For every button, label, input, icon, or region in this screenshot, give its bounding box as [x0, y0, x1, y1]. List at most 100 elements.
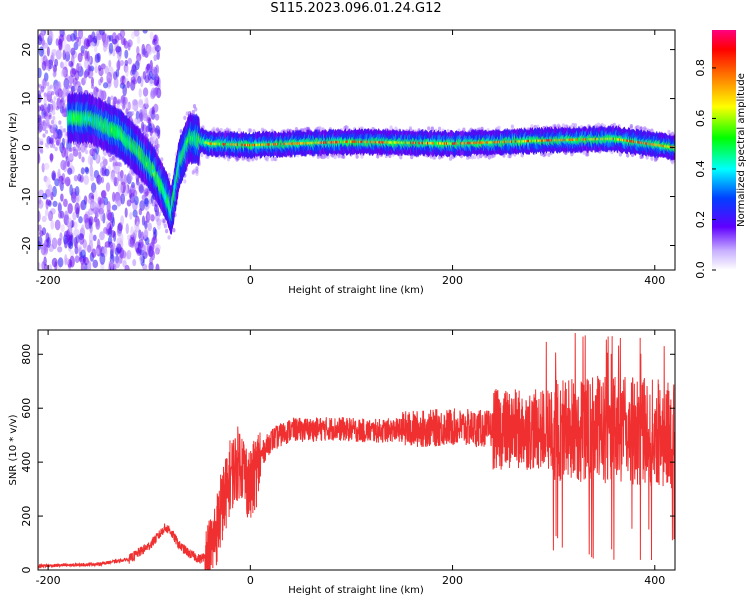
spectrogram-noise-blob	[75, 240, 79, 249]
colorbar-tick-label: 0.2	[694, 211, 707, 229]
spectrogram-noise-blob	[93, 189, 98, 202]
spectrogram-x-tick-label: 0	[247, 274, 254, 287]
spectrogram-noise-blob	[72, 211, 77, 221]
spectrogram-halo	[596, 122, 601, 127]
spectrogram-noise-blob	[67, 217, 73, 229]
spectrogram-noise-blob	[153, 79, 160, 87]
spectrogram-halo	[47, 85, 51, 90]
spectrogram-noise-blob	[127, 57, 133, 65]
spectrogram-noise-blob	[83, 241, 88, 252]
spectrogram-noise-blob	[136, 35, 141, 45]
spectrogram-noise-blob	[73, 174, 79, 182]
spectrogram-y-tick-label: -20	[20, 237, 33, 255]
spectrogram-noise-blob	[117, 183, 124, 194]
spectrogram-noise-blob	[46, 46, 50, 57]
spectrogram-noise-blob	[81, 156, 85, 163]
spectrogram-noise-blob	[38, 35, 43, 46]
spectrogram-noise-blob	[38, 195, 42, 205]
spectrogram-halo	[530, 124, 534, 129]
spectrogram-noise-blob	[141, 215, 145, 226]
spectrogram-halo	[319, 126, 323, 132]
spectrogram-halo	[75, 145, 79, 151]
spectrogram-halo	[49, 98, 53, 103]
spectrogram-noise-blob	[44, 208, 49, 217]
spectrogram-noise-blob	[139, 254, 144, 263]
spectrogram-halo	[157, 211, 161, 217]
spectrogram-noise-blob	[133, 229, 138, 240]
spectrogram-noise-blob	[91, 248, 97, 258]
spectrogram-halo	[118, 162, 123, 168]
spectrogram-halo	[60, 91, 64, 96]
spectrogram-halo	[74, 86, 78, 91]
spectrogram-y-tick-label: -10	[20, 188, 33, 206]
snr-y-tick-label: 800	[20, 344, 33, 365]
spectrogram-halo	[473, 154, 477, 160]
spectrogram-noise-blob	[42, 193, 48, 200]
spectrogram-noise-blob	[108, 42, 114, 54]
spectrogram-noise-blob	[57, 201, 62, 212]
spectrogram-noise-blob	[96, 174, 102, 185]
spectrogram-noise-blob	[103, 43, 107, 53]
spectrogram-halo	[237, 128, 242, 133]
spectrogram-halo	[43, 103, 47, 108]
spectrogram-noise-blob	[67, 203, 73, 214]
spectrogram-noise-blob	[148, 261, 154, 270]
spectrogram-halo	[248, 128, 252, 133]
spectrogram-noise-blob	[58, 38, 63, 50]
spectrogram-noise-blob	[117, 33, 122, 41]
spectrogram-halo	[650, 156, 654, 161]
spectrogram-halo	[470, 155, 474, 160]
spectrogram-halo	[54, 133, 58, 138]
spectrogram-noise-blob	[95, 217, 100, 227]
spectrogram-noise-blob	[147, 222, 152, 232]
snr-frame	[37, 329, 676, 571]
spectrogram-noise-blob	[152, 87, 159, 96]
spectrogram-noise-blob	[129, 212, 133, 220]
spectrogram-halo	[42, 133, 46, 138]
spectrogram-halo	[48, 115, 52, 120]
spectrogram-halo	[49, 109, 53, 114]
spectrogram-noise-blob	[135, 221, 140, 232]
spectrogram-noise-blob	[151, 66, 157, 77]
spectrogram-halo	[331, 153, 335, 159]
spectrogram-noise-blob	[133, 30, 140, 37]
spectrogram-noise-blob	[119, 60, 125, 67]
spectrogram-noise-blob	[103, 33, 109, 46]
spectrogram-halo	[192, 168, 197, 173]
spectrogram-noise-blob	[80, 201, 85, 211]
spectrogram-noise-blob	[83, 256, 89, 266]
spectrogram-noise-blob	[66, 34, 73, 42]
spectrogram-noise-blob	[108, 59, 112, 68]
spectrogram-noise-blob	[69, 255, 75, 268]
spectrogram-noise-blob	[48, 264, 53, 270]
spectrogram-halo	[183, 115, 187, 121]
spectrogram-halo	[479, 153, 483, 159]
spectrogram-halo	[38, 89, 43, 95]
spectrogram-noise-blob	[41, 215, 47, 223]
spectrogram-noise-blob	[106, 201, 111, 213]
spectrogram-halo	[63, 128, 67, 133]
spectrogram-halo	[47, 92, 51, 98]
spectrogram-halo	[40, 140, 44, 146]
spectrogram-noise-blob	[42, 55, 48, 66]
spectrogram-halo	[52, 110, 56, 116]
spectrogram-noise-blob	[142, 112, 148, 122]
spectrogram-noise-blob	[74, 255, 80, 263]
spectrogram-noise-blob	[74, 185, 80, 197]
spectrogram-noise-blob	[126, 80, 131, 89]
spectrogram-noise-blob	[94, 65, 98, 74]
spectrogram-noise-blob	[76, 63, 81, 72]
snr-series	[38, 332, 675, 570]
spectrogram-halo	[573, 123, 578, 128]
spectrogram-halo	[438, 126, 442, 131]
snr-y-tick-label: 200	[20, 506, 33, 527]
spectrogram-noise-blob	[73, 41, 79, 51]
spectrogram-noise-blob	[60, 69, 67, 78]
spectrogram-halo	[179, 129, 183, 134]
spectrogram-noise-blob	[87, 197, 94, 205]
spectrogram-halo	[69, 147, 73, 152]
spectrogram-noise-blob	[148, 70, 153, 79]
spectrogram-noise-blob	[112, 48, 116, 57]
spectrogram-noise-blob	[132, 259, 137, 267]
